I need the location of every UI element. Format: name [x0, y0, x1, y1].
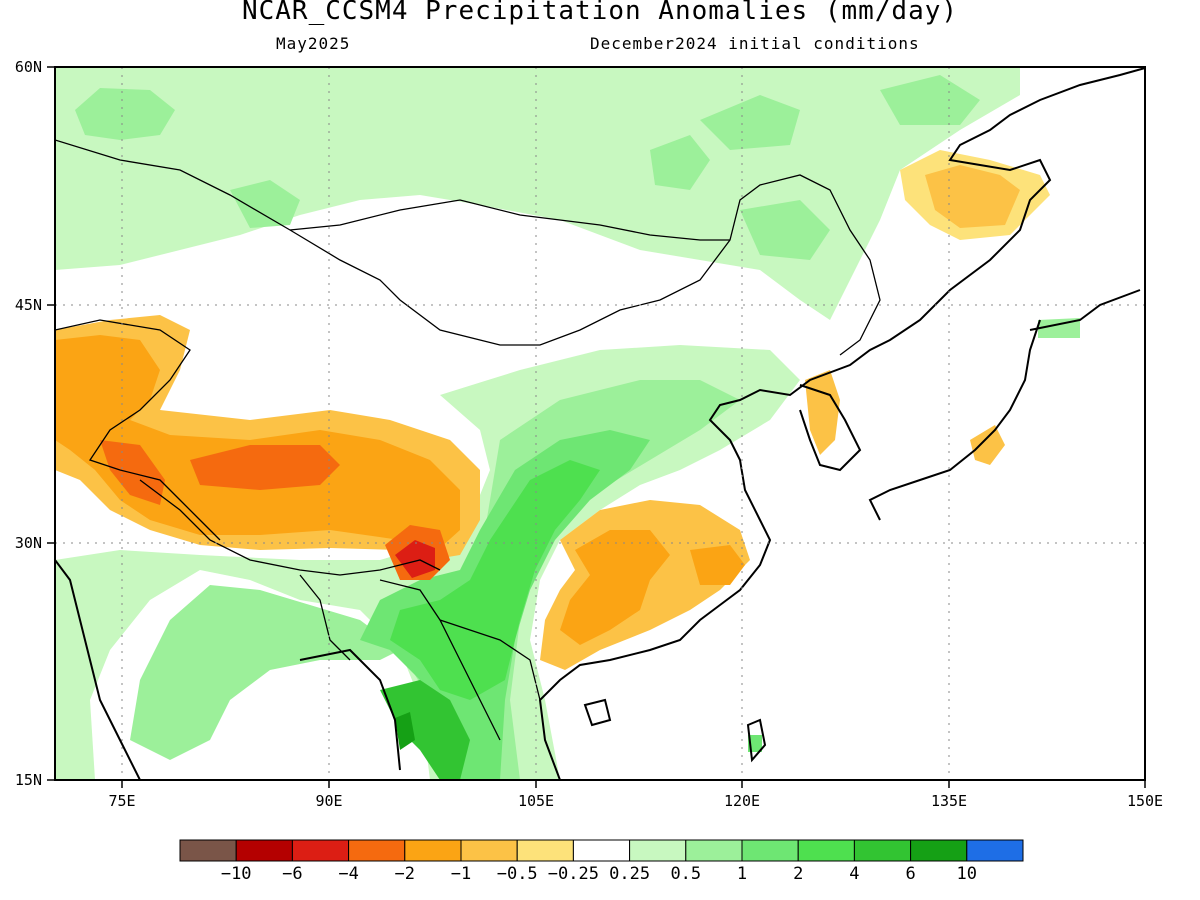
colorbar-swatch	[910, 839, 968, 862]
lon-tick-105e: 105E	[518, 792, 554, 810]
myanmar-wet-peak	[380, 680, 470, 780]
central-asia-borders	[55, 319, 221, 541]
taiwan-coastline	[746, 718, 767, 763]
colorbar-label: 2	[793, 864, 803, 884]
east-asia-coastline	[538, 67, 1145, 780]
bay-of-bengal-coastline	[55, 559, 401, 780]
hainan-coastline	[583, 698, 612, 727]
korea-coastline	[799, 384, 862, 472]
lon-tick-120e: 120E	[724, 792, 760, 810]
colorbar-swatch	[235, 839, 293, 862]
colorbar-label: 4	[849, 864, 859, 884]
colorbar-swatch	[741, 839, 799, 862]
gridlines	[55, 67, 1145, 780]
colorbar-swatch	[179, 839, 237, 862]
siberia-wet-core-3	[650, 135, 710, 190]
colorbar-label: −2	[395, 864, 415, 884]
siberia-wet-core-5	[740, 200, 830, 260]
colorbar-swatch	[404, 839, 462, 862]
map-frame	[54, 66, 1146, 781]
country-borders	[55, 139, 881, 741]
colorbar-label: 6	[905, 864, 915, 884]
lat-tick-30n: 30N	[15, 534, 42, 552]
mongolia-border	[289, 199, 730, 241]
tick-marks	[47, 66, 1146, 788]
colorbar-label: 10	[957, 864, 977, 884]
lon-tick-75e: 75E	[108, 792, 135, 810]
colorbar-swatch	[853, 839, 912, 862]
siberia-wet-core-2	[230, 180, 300, 228]
initial-conditions: December2024 initial conditions	[590, 34, 920, 53]
indochina-borders	[299, 574, 541, 741]
colorbar-swatch	[629, 839, 687, 862]
colorbar-swatch	[966, 839, 1024, 862]
himalaya-border	[139, 479, 441, 576]
myanmar-wet-spot	[395, 712, 415, 750]
colorbar-swatch	[460, 839, 518, 862]
chart-title: NCAR_CCSM4 Precipitation Anomalies (mm/d…	[241, 0, 959, 26]
colorbar-swatch	[291, 839, 350, 862]
korea-dry	[805, 370, 840, 455]
colorbar-label: −1	[451, 864, 471, 884]
colorbar-label: −0.5	[497, 864, 538, 884]
colorbar-label: 0.25	[609, 864, 650, 884]
east-china-dry-mid	[560, 530, 670, 645]
siberia-wet-core-4	[700, 95, 800, 150]
anomaly-field	[55, 67, 1080, 780]
lat-tick-60n: 60N	[15, 58, 42, 76]
lon-tick-150e: 150E	[1127, 792, 1163, 810]
colorbar-swatch	[797, 839, 855, 862]
colorbar: −10 −6 −4 −2 −1 −0.5 −0.25 0.25 0.5 1 2 4 6 10	[179, 839, 1024, 884]
colorbar-label: −0.25	[548, 864, 599, 884]
southeast-asia-wet-peak	[390, 460, 600, 700]
siberia-wet-core-1	[75, 88, 175, 140]
lat-tick-15n: 15N	[15, 771, 42, 789]
colorbar-swatch	[572, 839, 631, 862]
colorbar-label: 0.5	[670, 864, 701, 884]
tibet-dry-core	[190, 445, 340, 490]
colorbar-label: 1	[737, 864, 747, 884]
coastlines	[55, 67, 1145, 780]
forecast-month: May2025	[276, 34, 351, 53]
colorbar-swatch	[348, 839, 406, 862]
colorbar-label: −4	[338, 864, 358, 884]
colorbar-label: −6	[282, 864, 302, 884]
colorbar-swatch	[516, 839, 574, 862]
lon-tick-135e: 135E	[931, 792, 967, 810]
lat-tick-45n: 45N	[15, 296, 42, 314]
japan-coastline	[868, 289, 1141, 521]
lon-tick-90e: 90E	[315, 792, 342, 810]
colorbar-label: −10	[221, 864, 252, 884]
japan-dry	[970, 425, 1005, 465]
siberia-wet-core-6	[880, 75, 980, 125]
colorbar-swatch	[685, 839, 743, 862]
east-china-dry-east	[690, 545, 745, 585]
tibet-east-dry-peak	[395, 540, 435, 578]
